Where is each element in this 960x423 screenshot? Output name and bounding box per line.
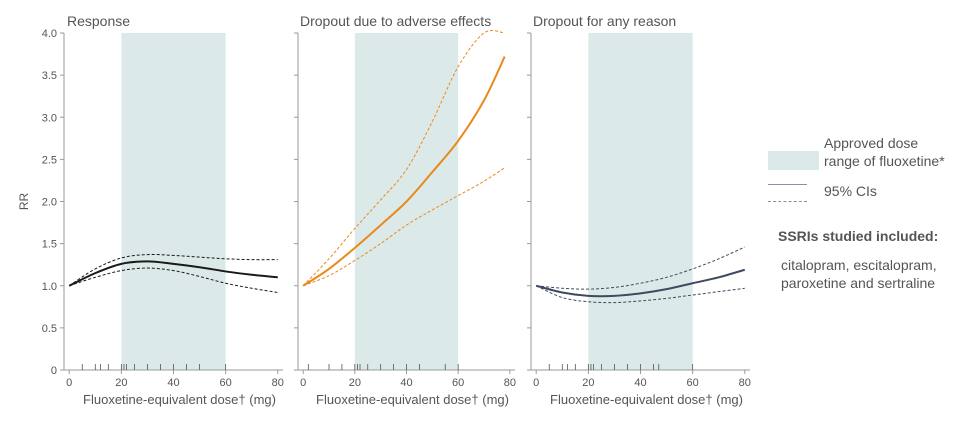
chart-panel-1: 0 0.5 1.0 1.5 2.0 2.5 3.0 3.5 4.0 0 20 40 60 80 Respon… [17,13,284,407]
legend-ci-dashed-line [768,201,807,202]
y-tick-label: 1.5 [42,239,57,251]
estimate-line [535,268,746,298]
x-tick-label: 20 [582,377,594,389]
x-tick-label: 80 [272,377,284,389]
ci-line [69,267,278,293]
ci-line [68,253,278,287]
x-tick-label: 0 [533,377,539,389]
estimate-line [302,56,506,287]
x-tick-label: 20 [115,377,127,389]
y-tick-label: 4.0 [42,28,57,40]
legend-ci-solid-line [768,184,807,185]
panel-title: Dropout due to adverse effects [300,13,491,29]
x-axis-label: Fluoxetine-equivalent dose† (mg) [316,392,509,407]
x-axis-label: Fluoxetine-equivalent dose† (mg) [83,392,276,407]
x-tick-label: 40 [400,377,412,389]
x-tick-label: 20 [349,377,361,389]
legend-band-label-2: range of fluoxetine* [824,153,945,169]
y-tick-label: 2.0 [42,197,57,209]
x-tick-label: 0 [66,377,72,389]
ci-line [302,167,505,287]
x-tick-label: 60 [220,377,232,389]
y-tick-label: 2.5 [42,154,57,166]
ci-line [536,285,745,304]
x-tick-label: 40 [634,377,646,389]
x-tick-label: 40 [167,377,179,389]
ssri-list: citalopram, escitalopram, paroxetine and… [781,257,937,291]
x-tick-label: 0 [300,377,306,389]
ci-line [302,30,505,287]
chart-panel-3: 0 20 40 60 80 Dropout for any reason Fluoxetin… [527,13,751,407]
x-tick-label: 60 [687,377,699,389]
approved-range-band [121,33,226,370]
approved-range-band [588,33,693,370]
legend-band-swatch [768,151,819,170]
chart-panel-2: 0 20 40 60 80 Dropout due to adverse effects F… [294,13,516,407]
x-tick-label: 80 [504,377,516,389]
x-tick-label: 60 [452,377,464,389]
y-tick-label: 1.0 [42,281,57,293]
ssri-heading: SSRIs studied included: [778,228,939,244]
x-tick-label: 80 [739,377,751,389]
y-tick-label: 3.0 [42,112,57,124]
legend-ci-label: 95% CIs [824,183,877,199]
legend-band-label-1: Approved dose [824,135,919,151]
y-tick-label: 0 [51,365,57,377]
y-tick-label: 3.5 [42,70,57,82]
estimate-line [68,260,278,287]
y-axis-label: RR [17,193,31,211]
panel-title: Response [67,13,130,29]
x-axis-label: Fluoxetine-equivalent dose† (mg) [550,392,743,407]
panel-title: Dropout for any reason [533,13,676,29]
y-tick-label: 0.5 [42,323,57,335]
